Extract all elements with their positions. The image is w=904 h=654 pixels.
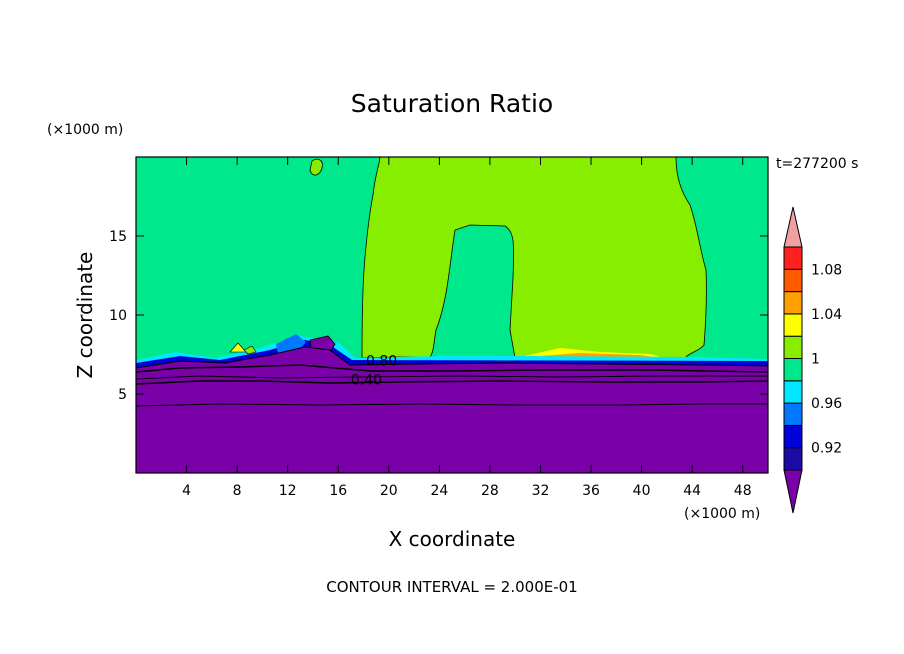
boundary-layer-region [136, 346, 768, 473]
plume-island [309, 158, 323, 176]
colorbar-label: 1.04 [811, 307, 842, 323]
x-tick-label: 28 [481, 483, 499, 499]
colorbar-label: 1.08 [811, 262, 842, 278]
colorbar-segment [783, 424, 803, 449]
colorbar-label: 0.92 [811, 441, 842, 457]
x-tick-label: 24 [430, 483, 448, 499]
x-axis-ticks: 4 8 12 16 20 24 28 32 36 40 44 48 [182, 157, 752, 499]
colorbar: 0.92 0.96 1 1.04 1.08 [783, 206, 842, 514]
x-tick-label: 8 [233, 483, 242, 499]
y-tick-label: 15 [109, 229, 127, 245]
x-tick-label: 40 [633, 483, 651, 499]
colorbar-segment [783, 291, 803, 315]
y-tick-label: 10 [109, 308, 127, 324]
x-tick-label: 32 [532, 483, 550, 499]
colorbar-top-arrow [783, 206, 803, 248]
contour-labels: 0.80 0.40 [351, 354, 397, 389]
x-axis-label: X coordinate [389, 527, 516, 551]
colorbar-segment [783, 358, 803, 382]
x-tick-label: 48 [734, 483, 752, 499]
x-tick-label: 36 [582, 483, 600, 499]
x-tick-label: 12 [279, 483, 297, 499]
y-unit-label: (×1000 m) [47, 122, 123, 138]
colorbar-label: 1 [811, 352, 820, 368]
time-label: t=277200 s [776, 156, 858, 172]
colorbar-segment [783, 268, 803, 293]
x-tick-label: 44 [683, 483, 701, 499]
y-tick-label: 5 [118, 387, 127, 403]
x-tick-label: 20 [380, 483, 398, 499]
contour-label: 0.80 [366, 354, 397, 370]
colorbar-segment [783, 447, 803, 471]
plume-region [361, 157, 707, 361]
plot-area: 0.80 0.40 [136, 157, 768, 473]
x-unit-label: (×1000 m) [684, 506, 760, 522]
colorbar-segment [783, 246, 803, 270]
colorbar-segment [783, 335, 803, 360]
y-axis-label: Z coordinate [73, 252, 97, 379]
blob-green-1 [243, 345, 257, 355]
y-axis-ticks: 5 10 15 [109, 229, 768, 403]
blob-yellow-1 [229, 342, 247, 353]
contour-label: 0.40 [351, 373, 382, 389]
contour-interval-footer: CONTOUR INTERVAL = 2.000E-01 [326, 578, 577, 596]
contour-line-080 [136, 364, 768, 373]
colorbar-segment [783, 313, 803, 337]
contour-line-040 [136, 380, 768, 385]
contour-line-020 [136, 403, 768, 407]
colorbar-segment [783, 380, 803, 404]
chart-title: Saturation Ratio [351, 89, 553, 118]
contour-line-060 [136, 375, 768, 380]
colorbar-segment [783, 402, 803, 426]
x-tick-label: 16 [329, 483, 347, 499]
colorbar-label: 0.96 [811, 396, 842, 412]
x-tick-label: 4 [182, 483, 191, 499]
colorbar-bottom-arrow [783, 469, 803, 514]
